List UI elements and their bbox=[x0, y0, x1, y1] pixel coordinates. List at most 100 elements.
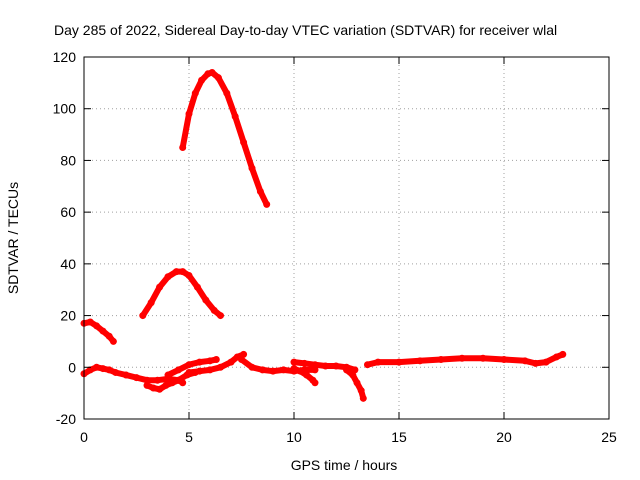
data-point bbox=[206, 366, 214, 374]
data-point bbox=[248, 363, 256, 371]
data-point bbox=[164, 273, 172, 281]
data-point bbox=[542, 358, 550, 366]
data-point bbox=[303, 371, 311, 379]
data-point bbox=[269, 367, 277, 375]
data-point bbox=[217, 363, 224, 371]
data-point bbox=[149, 384, 157, 392]
data-point bbox=[553, 353, 560, 361]
data-point bbox=[214, 74, 222, 82]
data-point bbox=[133, 374, 140, 382]
data-point bbox=[122, 371, 130, 379]
data-point bbox=[311, 361, 319, 369]
data-point bbox=[364, 361, 371, 369]
data-point bbox=[256, 187, 264, 195]
data-point bbox=[99, 327, 107, 335]
data-point bbox=[93, 322, 101, 330]
data-point bbox=[212, 356, 220, 364]
data-point bbox=[311, 379, 319, 387]
data-point bbox=[343, 366, 350, 374]
data-point bbox=[217, 312, 224, 320]
y-tick-label: 60 bbox=[60, 204, 76, 220]
data-point bbox=[193, 283, 201, 291]
data-point bbox=[156, 283, 164, 291]
x-tick-label: 25 bbox=[601, 429, 617, 445]
data-point bbox=[175, 376, 182, 384]
data-point bbox=[105, 332, 113, 340]
x-axis-label: GPS time / hours bbox=[291, 457, 398, 473]
data-point bbox=[156, 385, 164, 393]
data-point bbox=[198, 76, 206, 84]
data-point bbox=[263, 200, 271, 208]
data-point bbox=[162, 381, 170, 389]
data-point bbox=[238, 356, 245, 364]
data-point bbox=[357, 387, 365, 395]
data-point bbox=[248, 164, 256, 172]
x-tick-label: 20 bbox=[496, 429, 512, 445]
data-point bbox=[532, 359, 539, 367]
data-point bbox=[349, 371, 357, 379]
data-point bbox=[86, 318, 94, 326]
data-point bbox=[301, 359, 308, 367]
data-point bbox=[143, 376, 151, 384]
data-point bbox=[290, 365, 298, 373]
data-point bbox=[202, 296, 210, 304]
data-point bbox=[179, 144, 187, 151]
y-tick-label: -20 bbox=[56, 411, 76, 427]
data-point bbox=[86, 366, 94, 374]
data-point bbox=[296, 367, 304, 375]
data-point bbox=[227, 358, 235, 366]
data-point bbox=[521, 357, 529, 365]
data-point bbox=[185, 110, 193, 118]
data-point bbox=[185, 361, 193, 369]
series-line-arc-peak-37 bbox=[139, 268, 224, 319]
data-point bbox=[172, 268, 180, 276]
y-tick-label: 100 bbox=[53, 101, 77, 117]
data-series bbox=[80, 69, 567, 402]
data-point bbox=[93, 363, 101, 371]
chart-title: Day 285 of 2022, Sidereal Day-to-day VTE… bbox=[54, 22, 557, 38]
data-point bbox=[185, 271, 193, 279]
data-point bbox=[168, 379, 176, 387]
y-tick-label: 80 bbox=[60, 152, 76, 168]
plot-frame bbox=[83, 56, 610, 420]
data-point bbox=[179, 268, 187, 276]
data-point bbox=[458, 354, 466, 362]
data-point bbox=[175, 366, 182, 374]
data-point bbox=[185, 368, 193, 376]
data-point bbox=[223, 89, 231, 97]
data-point bbox=[208, 69, 216, 77]
data-point bbox=[416, 357, 424, 365]
data-point bbox=[191, 89, 199, 97]
data-point bbox=[210, 306, 218, 314]
data-point bbox=[479, 354, 487, 362]
data-point bbox=[395, 358, 403, 366]
y-tick-label: 0 bbox=[68, 359, 76, 375]
x-tick-label: 0 bbox=[80, 429, 88, 445]
data-point bbox=[196, 358, 203, 366]
data-point bbox=[240, 138, 248, 146]
x-tick-label: 15 bbox=[391, 429, 407, 445]
data-point bbox=[112, 368, 119, 376]
y-tick-label: 40 bbox=[60, 256, 76, 272]
data-point bbox=[280, 366, 287, 374]
y-tick-label: 20 bbox=[60, 308, 76, 324]
data-point bbox=[164, 371, 172, 379]
data-point bbox=[311, 366, 319, 374]
data-point bbox=[290, 358, 298, 366]
data-point bbox=[105, 366, 113, 374]
data-point bbox=[154, 376, 161, 384]
data-point bbox=[259, 366, 266, 374]
data-point bbox=[196, 367, 203, 375]
data-point bbox=[109, 337, 117, 345]
data-point bbox=[437, 356, 445, 364]
y-tick-label: 120 bbox=[53, 49, 77, 65]
data-point bbox=[374, 358, 382, 366]
data-point bbox=[359, 394, 367, 402]
data-point bbox=[353, 379, 361, 387]
x-tick-label: 10 bbox=[286, 429, 302, 445]
data-point bbox=[559, 350, 567, 358]
data-point bbox=[99, 365, 107, 373]
data-point bbox=[322, 362, 329, 370]
